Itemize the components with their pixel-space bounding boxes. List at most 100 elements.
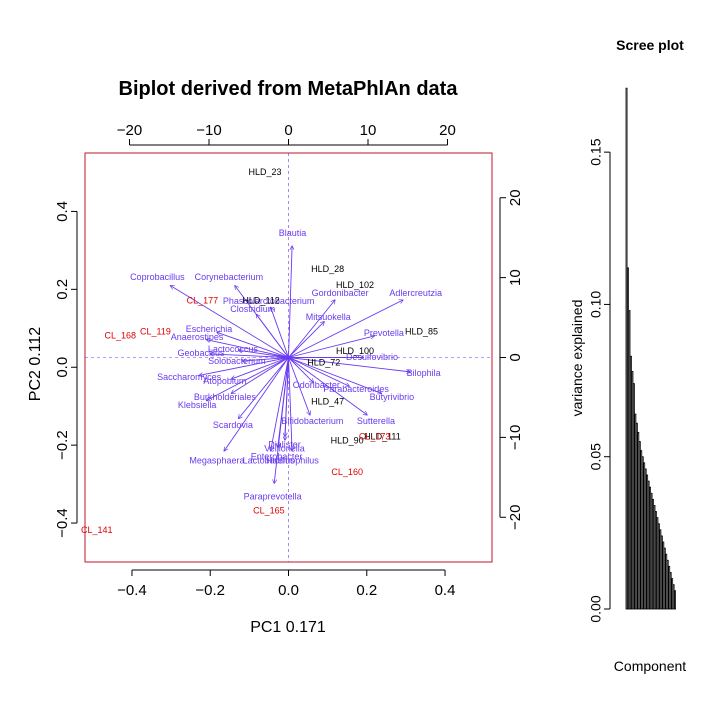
sample-label: HLD_28 [311,264,344,274]
loading-label: Haemophilus [266,456,319,466]
loading-arrow [274,357,289,484]
scree-bar [652,498,654,610]
scree-bar [643,462,646,610]
scree-tick-label: 0.15 [588,138,604,165]
bottom-tick-label: 0.4 [435,582,456,599]
loading-arrow [288,336,375,358]
loading-label: Atopobium [203,376,246,386]
right-tick-label: 20 [507,189,524,206]
scree-bar [632,383,635,610]
loading-label: Bifidobacterium [281,416,343,426]
loading-label: Parabacteroides [323,384,389,394]
loading-arrow [285,357,289,441]
scree-bar [653,505,656,610]
right-tick-label: −20 [507,505,524,530]
loading-label: Lactobacillus [243,456,296,466]
scree-bar [627,267,629,610]
sample-label: HLD_90 [331,436,364,446]
scree-bar [644,468,647,610]
scree-bar [671,578,674,610]
loading-arrow [288,357,368,416]
loading-arrow [231,357,289,394]
loading-label: Anaerostipes [171,332,224,342]
left-tick-label: −0.4 [54,508,71,538]
scree-y-axis-label: variance explained [569,300,585,417]
loading-label: Solobacterium [208,356,266,366]
loading-label: Phascolarctobacterium [223,296,315,306]
scree-bar [665,553,668,610]
sample-label: HLD_85 [405,327,438,337]
scree-bar [650,492,653,610]
sample-label: HLD_100 [336,346,374,356]
loading-label: Lactococcus [208,344,259,354]
loading-label: Butyrivibrio [370,392,415,402]
bottom-tick-label: 0.2 [356,582,377,599]
left-tick-label: 0.0 [54,357,71,378]
loading-arrow [206,357,289,401]
sample-label: CL_119 [140,327,171,337]
scree-bar [625,87,628,610]
loading-arrow [288,357,411,372]
loading-arrow [271,357,289,451]
scree-tick-label: 0.00 [588,595,604,622]
scree-bar [666,559,669,610]
scree-bar [630,355,632,610]
scree-bar [660,535,663,610]
left-tick-label: 0.4 [54,201,71,222]
scree-bar [635,422,638,610]
loading-label: Enterobacter [251,452,303,462]
loading-arrow [217,332,289,358]
right-tick-label: −10 [507,425,524,450]
loading-label: Adlercreutzia [389,288,442,298]
scree-tick-label: 0.05 [588,443,604,470]
loading-label: Klebsiella [178,400,217,410]
loading-label: Bilophila [407,368,441,378]
loading-arrow [238,357,289,419]
scree-bar [656,517,659,610]
sample-label: CL_165 [253,506,285,516]
scree-title: Scree plot [616,37,684,53]
loading-arrow [288,322,325,358]
scree-bar [646,474,649,610]
scree-bar [640,450,643,610]
loading-arrow [271,307,289,358]
loading-arrow [224,357,289,451]
loading-arrow [288,300,403,358]
loading-arrow [238,350,289,358]
scree-bar [663,547,666,610]
loading-arrow [170,286,289,358]
scree-bar [669,572,672,610]
scree-x-axis-label: Component [614,658,686,674]
loading-arrow [288,357,382,394]
loading-label: Burkholderiales [194,392,257,402]
loading-arrow [288,246,293,358]
loading-arrow [210,354,289,358]
left-tick-label: −0.2 [54,430,71,460]
loading-arrow [256,314,289,358]
loading-label: Mitsuokella [306,312,351,322]
loading-label: Dialister [268,440,301,450]
loading-label: Saccharomyces [157,372,222,382]
loading-arrow [231,357,289,380]
scree-bar [637,431,640,610]
loading-label: Desulfovibrio [346,352,398,362]
loading-label: Odoribacter [293,380,340,390]
loading-label: Prevotella [364,328,404,338]
sample-label: CL_173 [359,432,391,442]
scree-bar [638,441,641,610]
loading-label: Scardovia [213,420,253,430]
loading-arrow [206,340,289,358]
right-tick-label: 10 [507,269,524,286]
loading-label: Escherichia [186,324,233,334]
left-tick-label: 0.2 [54,279,71,300]
loading-label: Geobacillus [178,348,226,358]
sample-label: HLD_112 [242,295,279,305]
scree-bar [628,310,631,610]
scree-tick-label: 0.10 [588,291,604,318]
scree-bar [634,413,637,610]
bottom-tick-label: −0.2 [195,582,225,599]
loading-label: Veillonella [264,444,305,454]
bottom-tick-label: −0.4 [117,582,147,599]
sample-label: HLD_72 [307,358,340,368]
sample-label: CL_168 [104,330,136,340]
